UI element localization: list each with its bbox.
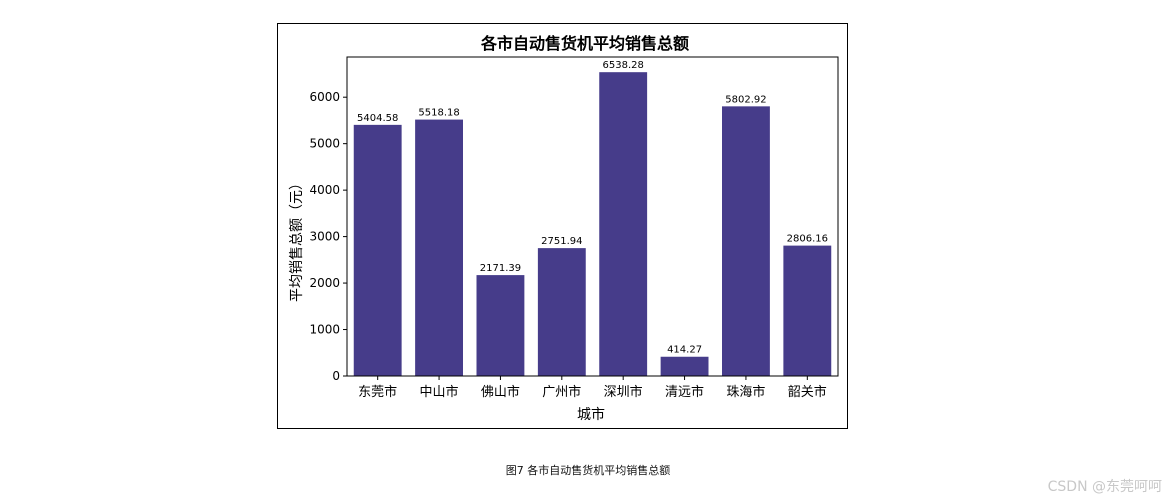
x-axis: 东莞市 中山市 佛山市 广州市 深圳市 清远市 珠海市 韶关市: [358, 376, 827, 400]
bar-value-label: 2806.16: [787, 234, 828, 245]
bars-layer: [353, 72, 832, 377]
x-tick-label: 深圳市: [604, 384, 643, 400]
bar-value-label: 414.27: [667, 345, 702, 356]
x-tick-label: 广州市: [542, 384, 581, 400]
bar-value-label: 2751.94: [541, 236, 582, 247]
bar-3: [476, 275, 525, 376]
value-labels-layer: 5404.58 5518.18 2171.39 2751.94 6538.28 414.2…: [357, 60, 828, 356]
bar-4: [537, 248, 586, 376]
chart-title: 各市自动售货机平均销售总额: [480, 34, 689, 53]
y-tick-label: 2000: [309, 276, 340, 290]
y-tick-label: 4000: [309, 183, 340, 197]
y-axis-label: 平均销售总额（元）: [289, 176, 305, 302]
bar-value-label: 5518.18: [418, 108, 459, 119]
y-axis: 0 1000 2000 3000 4000 5000 6000: [309, 90, 347, 383]
bar-2: [415, 119, 463, 376]
bar-chart: 各市自动售货机平均销售总额 5404.58 5518.18 2171.39 2751.…: [289, 34, 839, 423]
y-tick-label: 0: [332, 369, 340, 383]
y-tick-label: 3000: [309, 230, 340, 244]
x-axis-label: 城市: [577, 406, 605, 423]
bar-7: [722, 106, 770, 376]
y-tick-label: 6000: [309, 90, 340, 104]
x-tick-label: 珠海市: [726, 384, 765, 400]
x-tick-label: 韶关市: [788, 384, 827, 400]
bar-value-label: 5802.92: [725, 94, 766, 105]
x-tick-label: 中山市: [420, 384, 459, 400]
x-tick-label: 清远市: [665, 384, 704, 400]
x-tick-label: 东莞市: [358, 384, 397, 400]
bar-8: [783, 245, 832, 376]
bar-5: [599, 72, 648, 377]
plot-area-frame: [346, 56, 839, 377]
bar-6: [660, 356, 709, 376]
bar-value-label: 5404.58: [357, 113, 398, 124]
x-tick-label: 佛山市: [481, 384, 520, 400]
bar-1: [353, 124, 402, 376]
bar-value-label: 6538.28: [603, 60, 644, 71]
figure-caption: 图7 各市自动售货机平均销售总额: [505, 464, 671, 477]
y-tick-label: 5000: [309, 137, 340, 151]
watermark: CSDN @东莞呵呵: [1047, 479, 1162, 495]
bar-value-label: 2171.39: [480, 263, 521, 274]
y-tick-label: 1000: [309, 323, 340, 337]
